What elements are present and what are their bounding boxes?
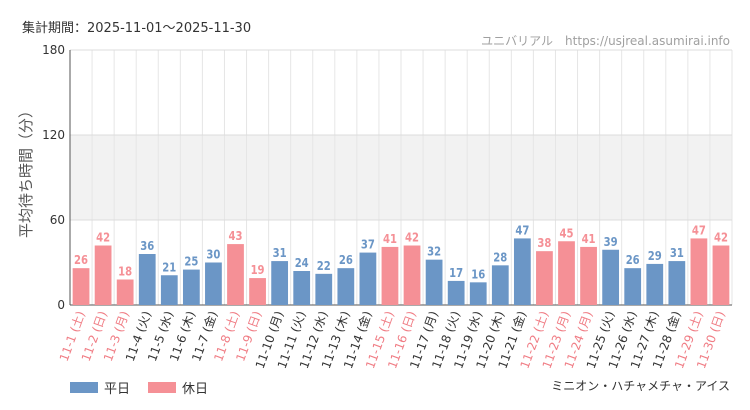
period-label: 集計期間：2025-11-01〜2025-11-30 <box>22 21 252 36</box>
bar-value-label: 42 <box>714 231 728 245</box>
y-tick-label: 180 <box>42 43 65 57</box>
bar-value-label: 19 <box>251 263 265 277</box>
bar-value-label: 24 <box>295 256 309 270</box>
bar-value-label: 31 <box>670 246 684 260</box>
bar-value-label: 16 <box>471 267 485 281</box>
bar-value-label: 26 <box>626 253 640 267</box>
bar-value-label: 32 <box>427 245 441 259</box>
bar-value-label: 47 <box>692 223 706 237</box>
bar <box>558 241 575 305</box>
bar-value-label: 41 <box>582 232 596 246</box>
bar-value-label: 42 <box>405 231 419 245</box>
bar <box>381 246 399 305</box>
bar-value-label: 39 <box>604 235 618 249</box>
legend-item-holiday[interactable]: 休日 <box>148 378 208 397</box>
bar-value-label: 37 <box>361 238 375 252</box>
bar-value-label: 36 <box>140 239 154 253</box>
bar <box>182 269 200 305</box>
bar <box>94 245 112 305</box>
bar <box>227 244 244 305</box>
bar-value-label: 25 <box>184 255 198 269</box>
legend: 平日 休日 <box>70 378 226 397</box>
bar <box>425 259 443 305</box>
bar <box>536 251 553 305</box>
bar <box>403 245 421 305</box>
bar-value-label: 17 <box>449 266 463 280</box>
bar <box>447 280 465 305</box>
bar-value-label: 21 <box>162 260 176 274</box>
source-label: ユニバリアル https://usjreal.asumirai.info <box>481 34 730 48</box>
bar <box>72 268 90 305</box>
bar <box>712 245 730 305</box>
bar <box>580 246 597 305</box>
bar-value-label: 45 <box>560 226 574 240</box>
legend-swatch-weekday <box>70 382 98 393</box>
legend-label-weekday: 平日 <box>104 382 131 397</box>
bar <box>602 249 620 305</box>
bar <box>359 252 377 305</box>
y-tick-label: 120 <box>42 128 65 142</box>
bar <box>491 265 509 305</box>
bar-value-label: 38 <box>537 236 551 250</box>
bar <box>668 261 686 305</box>
legend-item-weekday[interactable]: 平日 <box>70 378 130 397</box>
attraction-name: ミニオン・ハチャメチャ・アイス <box>551 379 730 393</box>
legend-label-holiday: 休日 <box>182 382 209 397</box>
bar <box>337 268 355 305</box>
y-tick-label: 60 <box>50 213 65 227</box>
bar <box>690 238 708 305</box>
bar-value-label: 18 <box>118 265 132 279</box>
bar-value-label: 26 <box>339 253 353 267</box>
bar-value-label: 47 <box>515 223 529 237</box>
bar-value-label: 43 <box>229 229 243 243</box>
bar <box>116 279 134 305</box>
bar <box>138 254 156 305</box>
bar <box>315 273 333 305</box>
bar <box>160 275 178 305</box>
y-tick-label: 0 <box>57 298 65 312</box>
bar-value-label: 22 <box>317 259 331 273</box>
bar-value-label: 41 <box>383 232 397 246</box>
bar-value-label: 29 <box>648 249 662 263</box>
bar-value-label: 30 <box>206 248 220 262</box>
bar <box>249 278 266 305</box>
bar-value-label: 28 <box>493 250 507 264</box>
bar-value-label: 26 <box>74 253 88 267</box>
bar <box>624 268 642 305</box>
bar <box>646 263 664 305</box>
bar <box>513 238 531 305</box>
bar <box>271 261 289 305</box>
bar <box>469 282 487 305</box>
bar-value-label: 31 <box>273 246 287 260</box>
bar-value-label: 42 <box>96 231 110 245</box>
bar <box>293 271 311 305</box>
bar <box>205 262 222 305</box>
legend-swatch-holiday <box>148 382 177 393</box>
